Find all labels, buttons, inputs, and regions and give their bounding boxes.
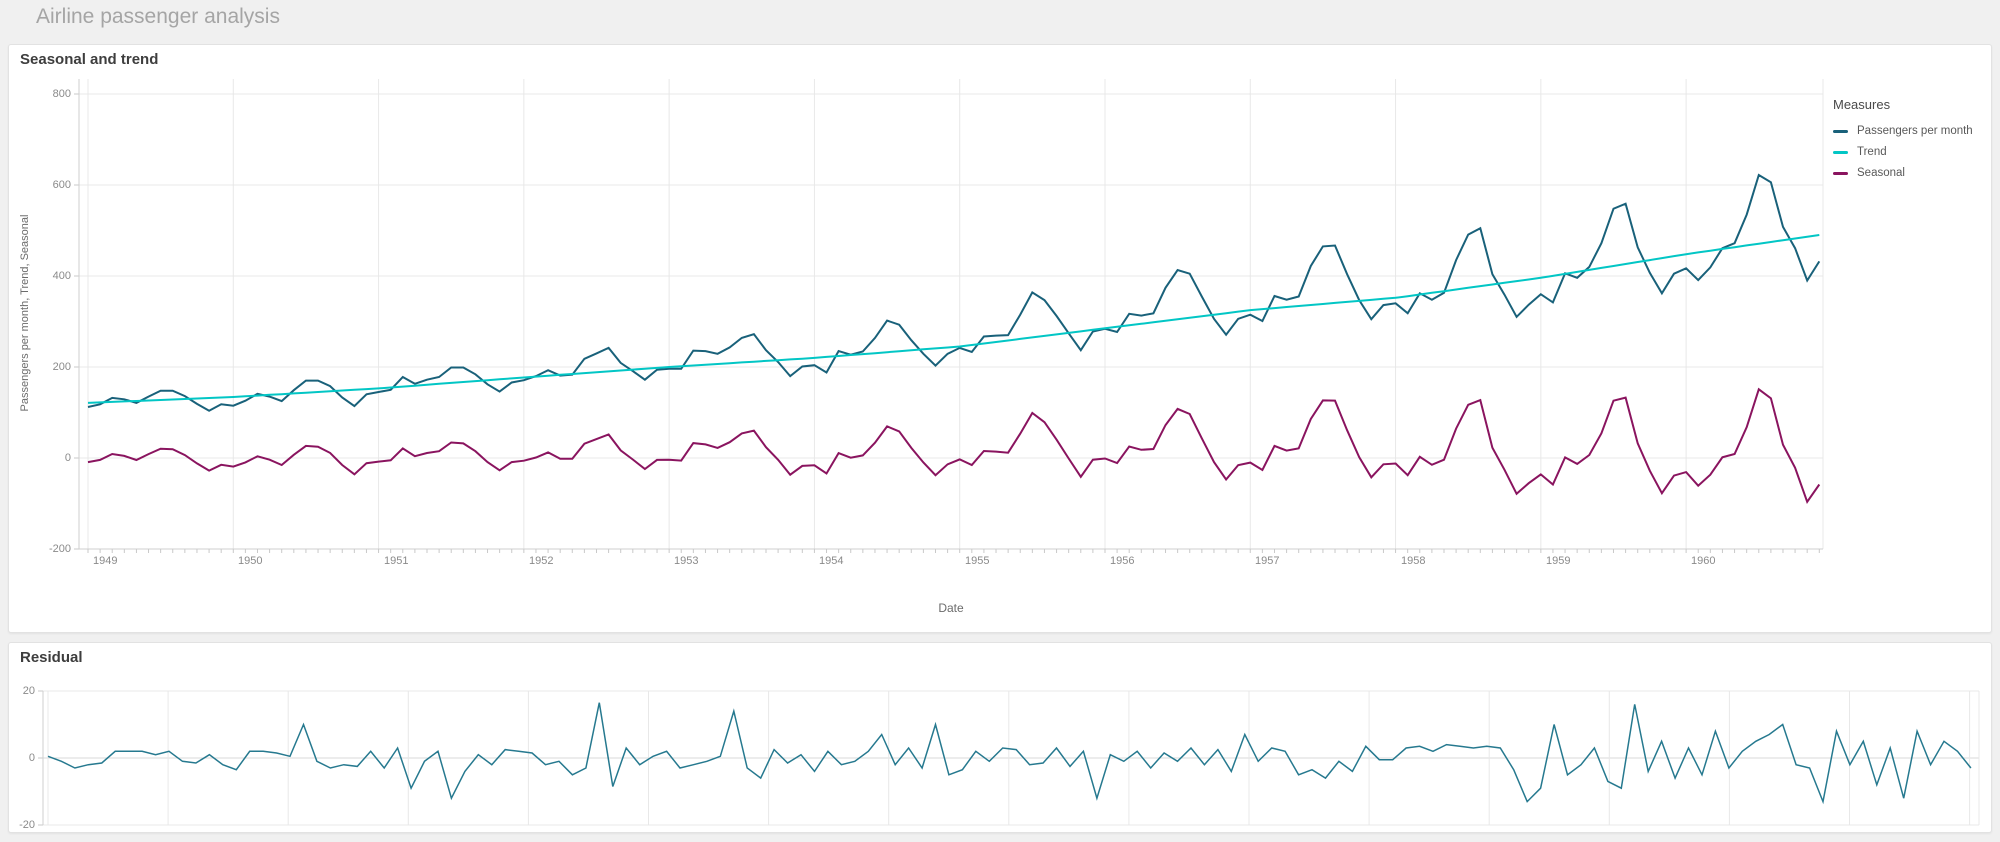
legend-swatch: [1833, 129, 1848, 133]
seasonal-trend-plot-area[interactable]: [9, 45, 1989, 630]
x-tick-label: 1958: [1401, 555, 1426, 567]
x-tick-label: 1960: [1691, 555, 1716, 567]
y-axis-title: Passengers per month, Trend, Seasonal: [19, 214, 31, 412]
y-tick-label: 0: [64, 452, 71, 464]
x-tick-label: 1951: [384, 555, 409, 567]
x-tick-label: 1957: [1255, 555, 1280, 567]
y-tick-label: 600: [52, 179, 71, 191]
legend-item-trend[interactable]: Trend: [1833, 146, 1989, 158]
legend-item-label: Seasonal: [1857, 167, 1905, 179]
legend-item-label: Passengers per month: [1857, 125, 1973, 137]
x-tick-label: 1953: [674, 555, 699, 567]
residual-series-line[interactable]: [47, 702, 1972, 805]
legend-item-label: Trend: [1857, 146, 1887, 158]
y-tick-label: 200: [52, 361, 71, 373]
x-tick-label: 1952: [529, 555, 554, 567]
x-tick-label: 1954: [819, 555, 844, 567]
x-axis-title: Date: [938, 601, 964, 615]
y-tick-label: 0: [28, 752, 35, 764]
residual-chart-card[interactable]: Residual 20 0 -20: [8, 642, 1992, 833]
x-tick-label: 1959: [1546, 555, 1571, 567]
seasonal-trend-chart-title: Seasonal and trend: [20, 51, 159, 68]
legend-swatch: [1833, 150, 1848, 154]
residual-chart-title: Residual: [20, 649, 83, 666]
x-tick-label: 1955: [965, 555, 990, 567]
legend-swatch: [1833, 171, 1848, 175]
x-tick-label: 1950: [238, 555, 263, 567]
residual-plot-area[interactable]: [9, 643, 1989, 830]
trend-series-line[interactable]: [87, 234, 1820, 404]
legend-item-seasonal[interactable]: Seasonal: [1833, 167, 1989, 179]
seasonal-series-line[interactable]: [87, 387, 1821, 504]
page-title: Airline passenger analysis: [36, 5, 280, 28]
legend: Measures Passengers per month Trend Season…: [1833, 97, 1989, 188]
y-tick-label: -200: [48, 543, 71, 555]
y-tick-label: 800: [52, 88, 71, 100]
passengers-series-line[interactable]: [87, 173, 1821, 412]
legend-title: Measures: [1833, 97, 1891, 112]
legend-item-passengers-per-month[interactable]: Passengers per month: [1833, 125, 1989, 137]
x-tick-label: 1949: [93, 555, 118, 567]
seasonal-trend-chart-card[interactable]: Seasonal and trend 800 600 400 200 0 -200 1949…: [8, 44, 1992, 633]
y-tick-label: 20: [22, 685, 35, 697]
y-tick-label: -20: [19, 819, 35, 831]
y-tick-label: 400: [52, 270, 71, 282]
x-tick-label: 1956: [1110, 555, 1135, 567]
